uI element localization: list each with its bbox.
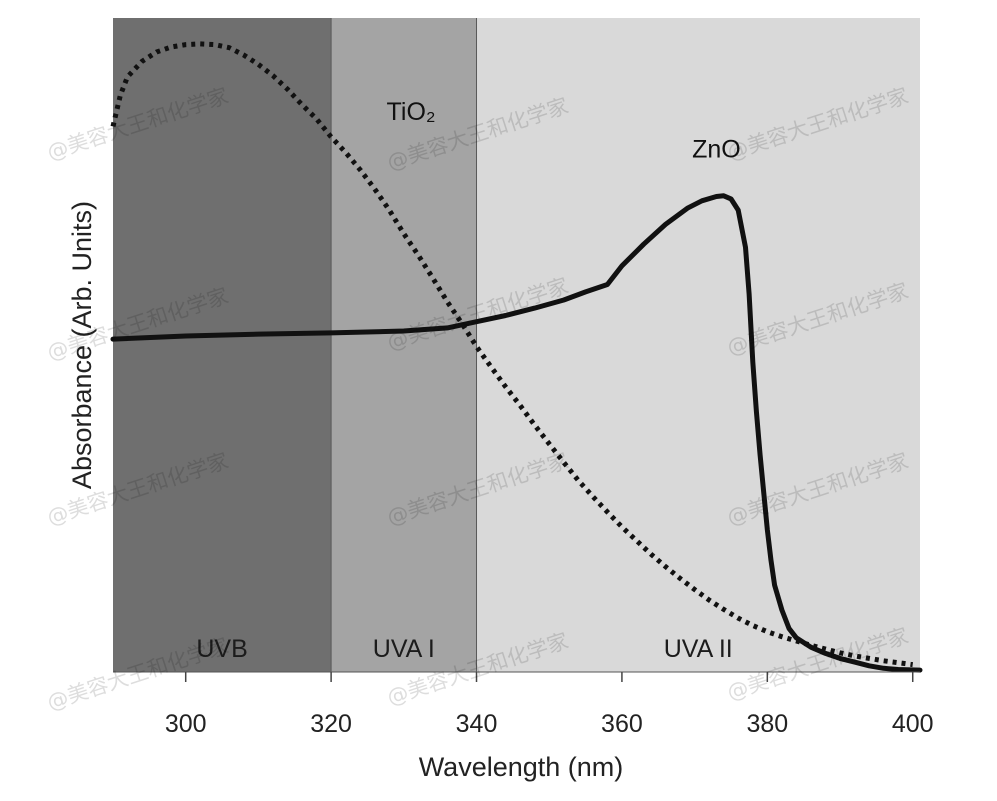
x-tick-label: 360 (601, 710, 643, 738)
x-tick-label: 320 (310, 710, 352, 738)
x-tick-label: 400 (892, 710, 934, 738)
region-label: UVB (196, 635, 247, 663)
series-label: TiO₂ (387, 98, 436, 126)
region-label: UVA II (664, 635, 733, 663)
series-line-tio2 (110, 41, 914, 668)
series-line-zno (110, 193, 923, 673)
y-axis-title: Absorbance (Arb. Units) (67, 201, 97, 489)
series-label: ZnO (692, 135, 741, 163)
x-tick-label: 380 (746, 710, 788, 738)
region-uvb (113, 18, 332, 672)
uv-region-labels: UVB UVA I UVA II (196, 635, 732, 663)
x-tick-label: 340 (456, 710, 498, 738)
uv-regions (113, 18, 920, 672)
region-uva-i (331, 18, 477, 672)
x-axis: 300 320 340 360 380 400 (113, 671, 934, 738)
series-layer (110, 41, 923, 673)
x-axis-title: Wavelength (nm) (419, 752, 624, 782)
x-tick-label: 300 (165, 710, 207, 738)
region-label: UVA I (373, 635, 435, 663)
region-uva-ii (476, 18, 920, 672)
series-annotations: TiO₂ ZnO (387, 98, 741, 163)
